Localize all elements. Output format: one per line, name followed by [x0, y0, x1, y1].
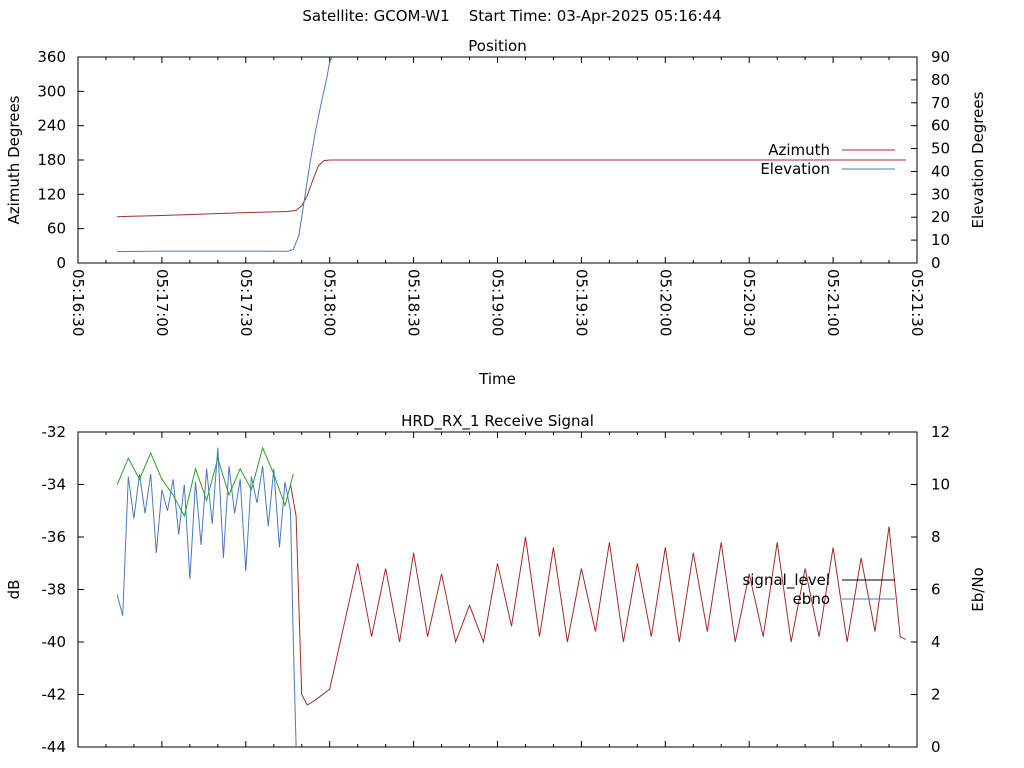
y2-tick-label: 4: [931, 633, 941, 651]
y2-axis-label: Elevation Degrees: [969, 91, 987, 228]
y-tick-label: 60: [47, 220, 66, 238]
legend-label: signal_level: [742, 571, 830, 590]
satellite-label: Satellite: GCOM-W1: [302, 7, 450, 25]
y2-axis-label: Eb/No: [969, 567, 987, 611]
y2-tick-label: 6: [931, 581, 941, 599]
legend-label: Elevation: [760, 160, 830, 178]
chart-title: HRD_RX_1 Receive Signal: [401, 412, 594, 431]
x-tick-label: 05:19:00: [489, 269, 507, 336]
series-lines: [116, 446, 907, 747]
y2-tick-label: 10: [931, 476, 950, 494]
x-tick-label: 05:20:00: [656, 269, 674, 336]
y2-tick-label: 60: [931, 117, 950, 135]
y2-tick-label: 2: [931, 686, 941, 704]
y-tick-label: 360: [37, 48, 66, 66]
y-tick-label: 120: [37, 185, 66, 203]
x-tick-label: 05:21:30: [908, 269, 926, 336]
series-lines: [117, 57, 906, 253]
y2-tick-label: 40: [931, 162, 950, 180]
y2-tick-label: 0: [931, 254, 941, 272]
y-axis-label: dB: [5, 580, 23, 600]
x-axis-label: Time: [478, 370, 516, 388]
y-tick-label: 300: [37, 82, 66, 100]
y2-tick-label: 30: [931, 185, 950, 203]
y2-tick-label: 90: [931, 48, 950, 66]
x-tick-label: 05:18:00: [321, 269, 339, 336]
x-tick-label: 05:17:00: [153, 269, 171, 336]
y-tick-label: -40: [42, 633, 67, 651]
y2-tick-label: 0: [931, 738, 941, 756]
signal_level-series-line: [290, 484, 907, 706]
plot-frame: [77, 431, 918, 748]
x-tick-label: 05:16:30: [69, 269, 87, 336]
y2-tick-label: 80: [931, 71, 950, 89]
x-tick-label: 05:20:30: [740, 269, 758, 336]
x-tick-label: 05:21:00: [824, 269, 842, 336]
ebno-series-line: [116, 447, 297, 747]
x-tick-label: 05:17:30: [237, 269, 255, 336]
y-tick-label: -32: [42, 423, 67, 441]
legend-label: Azimuth: [768, 141, 830, 159]
y2-tick-label: 20: [931, 208, 950, 226]
Elevation-series-line: [117, 57, 333, 253]
y-tick-label: -34: [42, 476, 67, 494]
figure-title: Satellite: GCOM-W1 Start Time: 03-Apr-20…: [0, 7, 1024, 25]
Azimuth-series-line: [117, 159, 906, 218]
y-tick-label: 0: [56, 254, 66, 272]
y2-tick-label: 12: [931, 423, 950, 441]
x-tick-label: 05:18:30: [405, 269, 423, 336]
y-tick-label: 240: [37, 117, 66, 135]
unlabeled-series-line: [116, 446, 294, 518]
y-tick-label: 180: [37, 151, 66, 169]
x-tick-label: 05:19:30: [572, 269, 590, 336]
legend-label: ebno: [793, 590, 830, 608]
y2-tick-label: 10: [931, 231, 950, 249]
y2-tick-label: 8: [931, 528, 941, 546]
position-chart: Position 05:16:30 05:17:00 05:17:30 05:18:00…: [5, 37, 987, 388]
chart-title: Position: [468, 37, 526, 55]
signal-chart: HRD_RX_1 Receive Signal -44 -42 -40 -38 -36 -3…: [5, 412, 987, 756]
y-tick-label: -38: [42, 581, 67, 599]
y2-tick-label: 50: [931, 140, 950, 158]
y-tick-label: -36: [42, 528, 67, 546]
y2-tick-label: 70: [931, 94, 950, 112]
y-tick-label: -44: [42, 738, 67, 756]
y-tick-label: -42: [42, 686, 67, 704]
start-time-label: Start Time: 03-Apr-2025 05:16:44: [468, 7, 722, 25]
y-axis-label: Azimuth Degrees: [5, 95, 23, 224]
